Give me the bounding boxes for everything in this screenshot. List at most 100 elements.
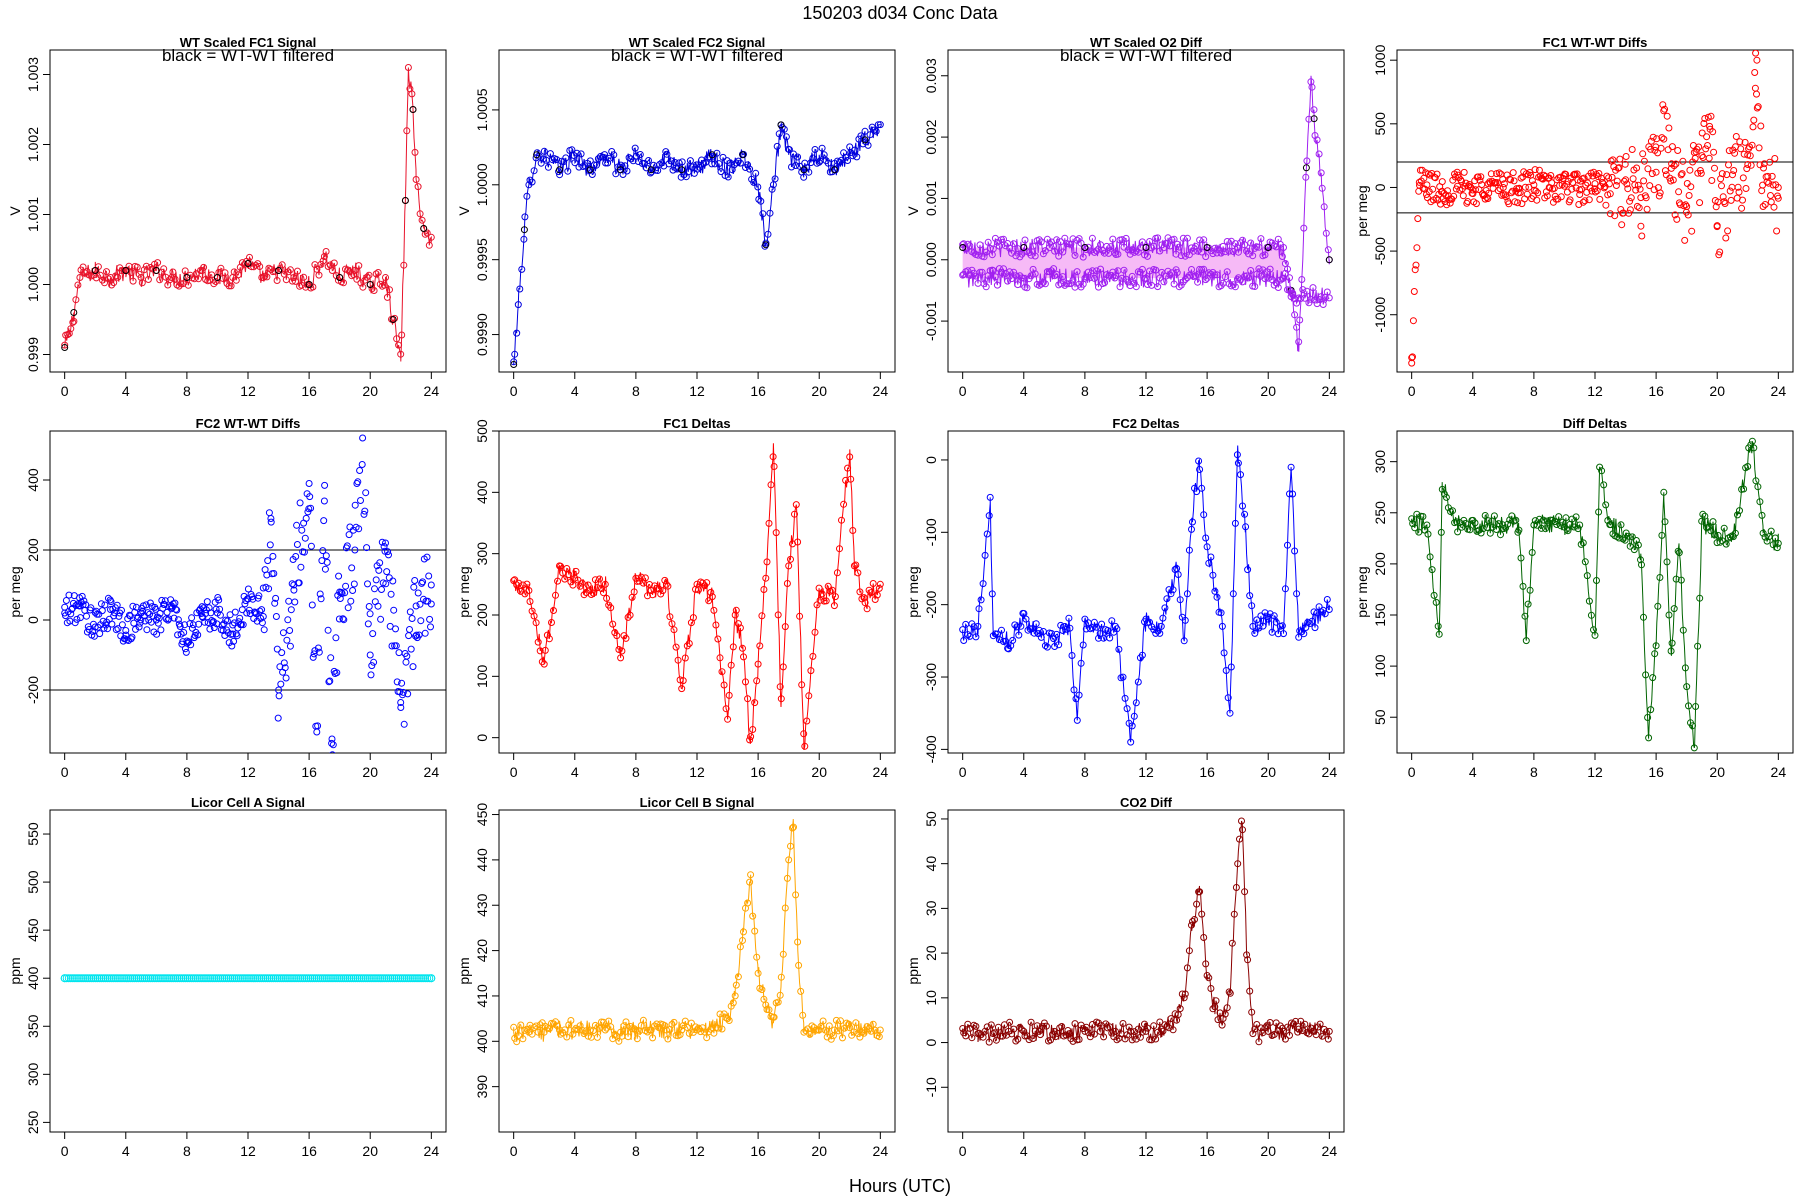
data-point xyxy=(234,271,242,279)
data-point xyxy=(130,974,139,983)
data-point xyxy=(765,519,773,527)
data-point xyxy=(1305,299,1313,307)
y-tick-label: -200 xyxy=(25,676,41,704)
data-point xyxy=(1412,261,1420,269)
filtered-markers xyxy=(61,106,428,351)
data-point xyxy=(1630,546,1638,554)
data-point xyxy=(1472,186,1479,194)
plot-area xyxy=(1408,437,1782,752)
data-point xyxy=(222,974,231,983)
data-point xyxy=(1763,537,1771,545)
data-point xyxy=(232,974,241,983)
data-point xyxy=(785,146,793,154)
data-point xyxy=(1636,185,1644,193)
data-point xyxy=(739,644,746,652)
data-point xyxy=(1118,274,1126,282)
data-point xyxy=(1313,609,1321,617)
data-point xyxy=(274,714,282,722)
data-point xyxy=(293,541,301,548)
data-point xyxy=(154,619,162,627)
data-point xyxy=(292,277,299,285)
data-point xyxy=(1174,571,1182,578)
data-point xyxy=(359,283,367,291)
data-point xyxy=(1179,234,1187,242)
data-point xyxy=(1761,533,1769,541)
data-point xyxy=(223,617,231,625)
data-point xyxy=(1495,520,1502,528)
data-point xyxy=(1638,561,1645,569)
data-point xyxy=(863,605,871,613)
plot-area xyxy=(510,443,884,751)
x-tick-label: 24 xyxy=(873,1143,889,1159)
filtered-point xyxy=(777,121,785,129)
data-point xyxy=(1154,283,1162,291)
data-point xyxy=(83,612,90,620)
data-point xyxy=(295,579,303,587)
data-point xyxy=(734,157,742,165)
x-tick-label: 4 xyxy=(122,764,130,780)
data-point xyxy=(161,974,169,983)
data-point xyxy=(785,856,793,864)
data-point xyxy=(1108,617,1116,625)
data-point xyxy=(720,681,728,689)
data-point xyxy=(1563,188,1571,196)
data-point xyxy=(1660,135,1668,143)
data-point xyxy=(61,341,69,349)
data-point xyxy=(1231,240,1239,248)
data-point xyxy=(1255,624,1263,632)
data-point xyxy=(809,652,817,660)
data-point xyxy=(1587,611,1595,619)
data-point xyxy=(1747,161,1755,169)
data-point xyxy=(1268,628,1276,636)
data-point xyxy=(1531,166,1539,174)
data-point xyxy=(1249,1030,1257,1038)
data-point xyxy=(1130,712,1138,720)
data-point xyxy=(1663,112,1671,120)
data-point xyxy=(1655,192,1663,200)
filtered-point xyxy=(708,151,716,159)
filtered-point xyxy=(739,151,747,159)
data-point xyxy=(1176,596,1184,604)
data-point xyxy=(1526,586,1534,594)
data-point xyxy=(1039,278,1047,286)
data-point xyxy=(351,267,359,274)
data-point xyxy=(1322,1028,1330,1036)
y-tick-label: -300 xyxy=(923,663,939,691)
data-point xyxy=(1433,170,1441,178)
data-point xyxy=(768,185,776,193)
data-point xyxy=(679,1022,687,1030)
data-point xyxy=(1637,556,1644,564)
data-point xyxy=(676,1031,684,1039)
data-point xyxy=(1414,215,1422,223)
data-point xyxy=(1682,201,1690,209)
data-point xyxy=(1625,209,1633,217)
data-point xyxy=(1014,1035,1022,1043)
data-point xyxy=(1026,625,1034,633)
data-point xyxy=(1266,610,1274,618)
data-point xyxy=(1189,518,1196,526)
y-tick-label: 500 xyxy=(474,419,490,443)
data-point xyxy=(135,623,143,631)
data-point xyxy=(1189,918,1196,925)
data-point xyxy=(1006,268,1014,276)
data-point xyxy=(757,197,765,205)
data-point xyxy=(1063,625,1071,633)
data-point xyxy=(1160,244,1168,252)
data-point xyxy=(1696,167,1704,174)
data-point xyxy=(181,267,189,275)
data-point xyxy=(681,1017,689,1025)
data-point xyxy=(1736,507,1743,515)
data-point xyxy=(79,263,87,271)
data-point xyxy=(1743,165,1751,173)
data-point xyxy=(120,974,129,983)
data-point xyxy=(380,974,389,983)
filtered-point xyxy=(1310,115,1318,123)
data-point xyxy=(149,265,156,273)
data-point xyxy=(1411,524,1419,532)
data-point xyxy=(1474,173,1482,181)
data-point xyxy=(1639,150,1647,158)
data-point xyxy=(140,974,149,983)
data-point xyxy=(165,615,173,623)
data-point xyxy=(1307,295,1315,303)
data-point xyxy=(138,279,146,287)
